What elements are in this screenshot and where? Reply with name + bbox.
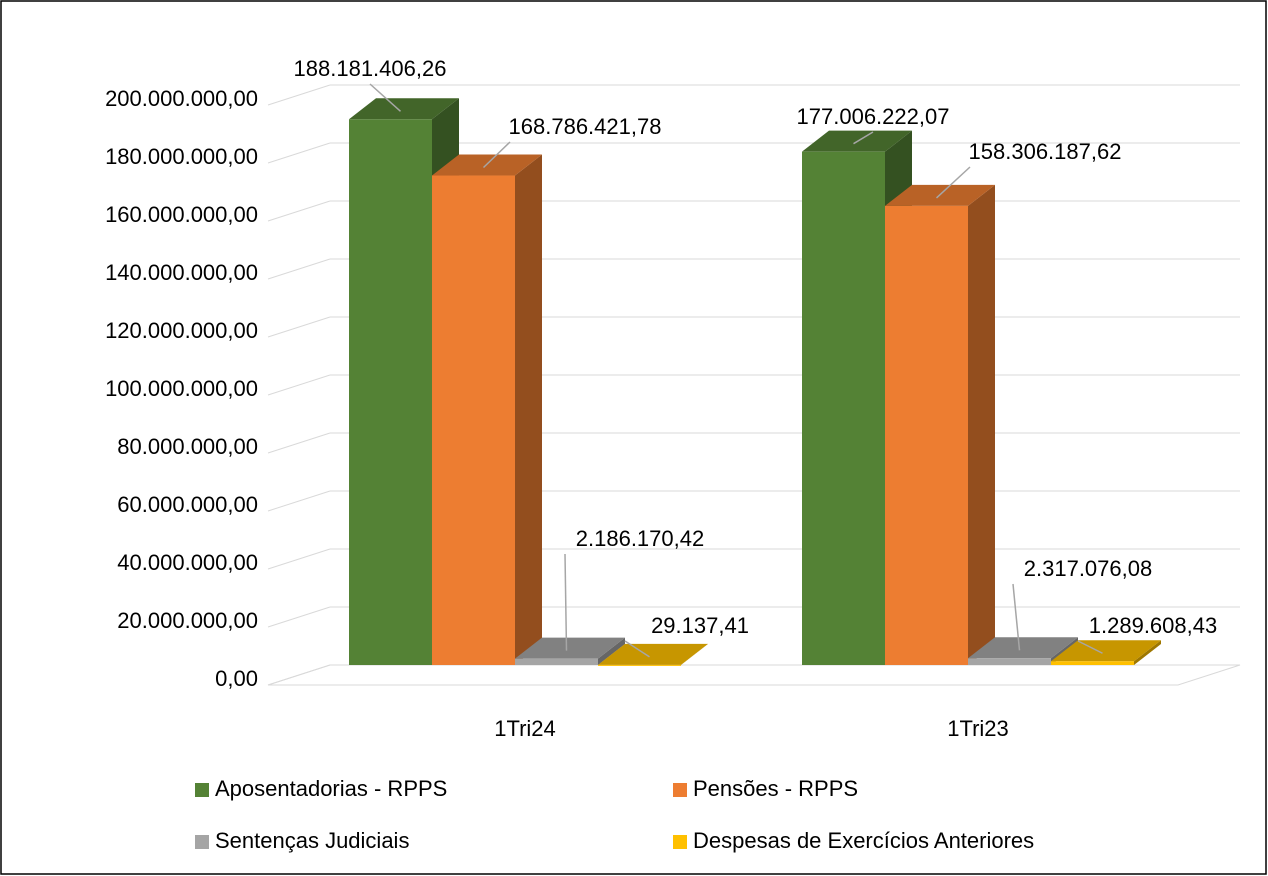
legend-marker — [673, 835, 687, 849]
grid-line — [267, 84, 331, 106]
y-tick-label: 40.000.000,00 — [117, 550, 258, 575]
grid-line — [267, 606, 331, 628]
x-tick-label: 1Tri24 — [494, 716, 556, 741]
bar-side — [598, 637, 625, 665]
bar-top — [515, 637, 625, 659]
bar-side — [1134, 640, 1161, 665]
grid-line — [267, 316, 331, 338]
bar-top — [968, 637, 1078, 659]
grid-line — [267, 200, 331, 222]
data-label: 158.306.187,62 — [969, 139, 1122, 164]
leader-line — [853, 131, 874, 145]
grid-line — [267, 548, 331, 570]
data-label: 168.786.421,78 — [509, 114, 662, 139]
y-tick-label: 100.000.000,00 — [105, 376, 258, 401]
y-tick-label: 160.000.000,00 — [105, 202, 258, 227]
y-tick-label: 180.000.000,00 — [105, 144, 258, 169]
bar-top — [349, 98, 459, 120]
bar-side — [681, 643, 708, 665]
legend-label: Sentenças Judiciais — [215, 828, 409, 853]
legend-label: Pensões - RPPS — [693, 776, 858, 801]
bar — [885, 205, 968, 665]
leader-line — [624, 640, 650, 658]
bar — [1051, 661, 1134, 665]
bar-top — [598, 643, 708, 665]
grid-line — [267, 664, 331, 686]
data-label: 177.006.222,07 — [797, 104, 950, 129]
data-label: 29.137,41 — [651, 613, 749, 638]
grid-line — [267, 258, 331, 280]
bar-side — [968, 184, 995, 665]
y-tick-label: 80.000.000,00 — [117, 434, 258, 459]
bar — [598, 664, 681, 666]
leader-line — [1012, 583, 1021, 651]
data-label: 1.289.608,43 — [1089, 613, 1217, 638]
y-tick-label: 200.000.000,00 — [105, 86, 258, 111]
y-tick-label: 60.000.000,00 — [117, 492, 258, 517]
bar-top — [1051, 640, 1161, 662]
grid-line — [267, 490, 331, 512]
data-label: 2.186.170,42 — [576, 526, 704, 551]
data-label: 188.181.406,26 — [294, 56, 447, 81]
leader-line — [935, 166, 971, 199]
bar — [432, 175, 515, 665]
legend-marker — [195, 835, 209, 849]
leader-line — [369, 83, 401, 112]
y-tick-label: 20.000.000,00 — [117, 608, 258, 633]
grid-line — [267, 142, 331, 164]
legend-marker — [673, 783, 687, 797]
y-tick-label: 0,00 — [215, 666, 258, 691]
grid-line — [267, 432, 331, 454]
bar — [968, 658, 1051, 665]
leader-line — [1077, 640, 1103, 654]
y-tick-label: 140.000.000,00 — [105, 260, 258, 285]
bar — [349, 119, 432, 665]
x-tick-label: 1Tri23 — [947, 716, 1009, 741]
bar-side — [515, 154, 542, 665]
leader-line — [482, 141, 511, 169]
data-label: 2.317.076,08 — [1024, 556, 1152, 581]
bar — [802, 151, 885, 666]
grid-line — [267, 374, 331, 396]
bar — [515, 658, 598, 665]
legend-marker — [195, 783, 209, 797]
y-tick-label: 120.000.000,00 — [105, 318, 258, 343]
legend-label: Aposentadorias - RPPS — [215, 776, 447, 801]
legend-label: Despesas de Exercícios Anteriores — [693, 828, 1034, 853]
leader-line — [564, 553, 568, 651]
